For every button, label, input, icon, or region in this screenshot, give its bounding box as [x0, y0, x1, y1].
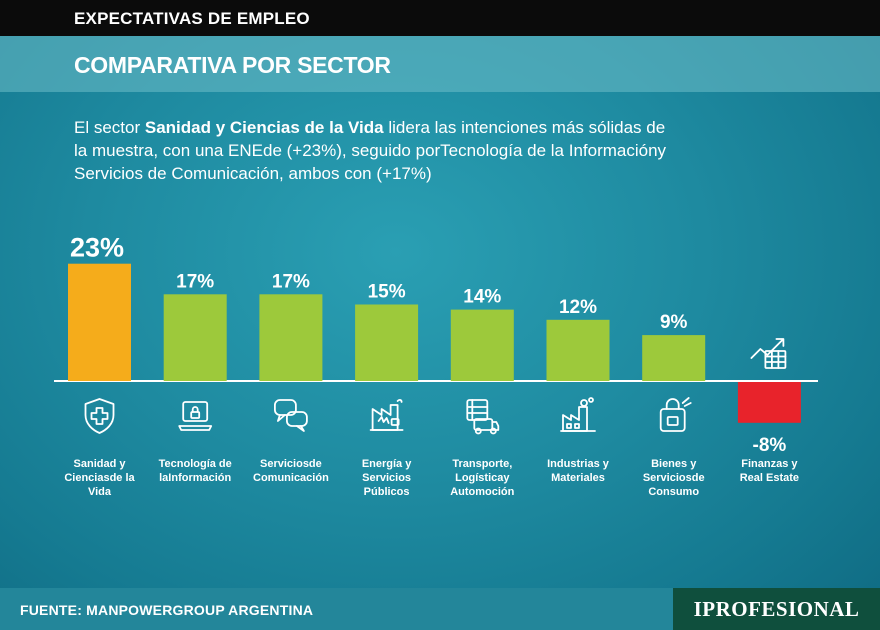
category-label-7-line-3: Consumo [648, 486, 699, 498]
category-label-1-line-2: Cienciasde la [64, 472, 135, 484]
category-label-3-line-2: Comunicación [253, 472, 329, 484]
category-label-4-line-1: Energía y [362, 458, 412, 470]
source-label: FUENTE: MANPOWERGROUP ARGENTINA [20, 602, 314, 618]
bar-8 [737, 382, 801, 423]
finance-chart-icon [750, 338, 787, 369]
delivery-truck-icon [466, 399, 500, 435]
description: El sector Sanidad y Ciencias de la Vida … [74, 116, 674, 185]
bar-4 [355, 304, 419, 381]
category-label-5-line-2: Logísticay [455, 472, 510, 484]
category-label-5-line-1: Transporte, [452, 458, 512, 470]
category-label-2-line-2: laInformación [159, 472, 231, 484]
factory-icon [560, 397, 596, 432]
description-highlight: Sanidad y Ciencias de la Vida [144, 118, 384, 137]
value-label-2: 17% [176, 271, 214, 292]
value-label-4: 15% [368, 282, 406, 303]
category-label-6-line-1: Industrias y [547, 458, 610, 470]
category-label-8-line-1: Finanzas y [741, 458, 798, 470]
value-label-8: -8% [753, 435, 787, 456]
bar-2 [163, 294, 227, 381]
category-label-1-line-1: Sanidad y [74, 458, 127, 470]
bar-7 [642, 335, 706, 381]
category-label-1-line-3: Vida [88, 486, 112, 498]
energy-factory-icon [369, 399, 404, 431]
title-bar [0, 36, 880, 92]
health-shield-icon [84, 398, 115, 434]
category-label-5-line-3: Automoción [450, 486, 514, 498]
description-part2: lidera las intenciones más sólidas de la… [74, 118, 667, 183]
category-label-6-line-2: Materiales [551, 472, 605, 484]
section-label: EXPECTATIVAS DE EMPLEO [74, 9, 310, 28]
top-bar [0, 0, 880, 36]
category-label-4-line-2: Servicios [362, 472, 411, 484]
brand-logo: IPROFESIONAL [693, 597, 860, 621]
category-label-7-line-1: Bienes y [651, 458, 697, 470]
value-label-5: 14% [463, 287, 501, 308]
chat-bubbles-icon [273, 399, 308, 432]
value-label-7: 9% [660, 312, 688, 333]
bar-chart: 23% Sanidad y Cienciasde la Vida 17% Tecnolog… [64, 233, 801, 498]
bar-3 [259, 294, 323, 381]
value-label-6: 12% [559, 297, 597, 318]
value-label-1: 23% [70, 233, 124, 263]
bar-5 [450, 309, 514, 381]
category-label-2-line-1: Tecnología de [159, 458, 232, 470]
bar-6 [546, 319, 610, 381]
bar-1 [68, 263, 131, 381]
category-label-4-line-3: Públicos [364, 486, 410, 498]
shopping-bag-icon [659, 397, 692, 432]
page-title: COMPARATIVA POR SECTOR [74, 52, 391, 78]
description-part1: El sector [74, 118, 145, 137]
category-label-7-line-2: Serviciosde [643, 472, 705, 484]
category-label-3-line-1: Serviciosde [260, 458, 322, 470]
brand-box [673, 588, 880, 630]
laptop-lock-icon [178, 401, 213, 431]
category-label-8-line-2: Real Estate [740, 472, 799, 484]
value-label-3: 17% [272, 271, 310, 292]
